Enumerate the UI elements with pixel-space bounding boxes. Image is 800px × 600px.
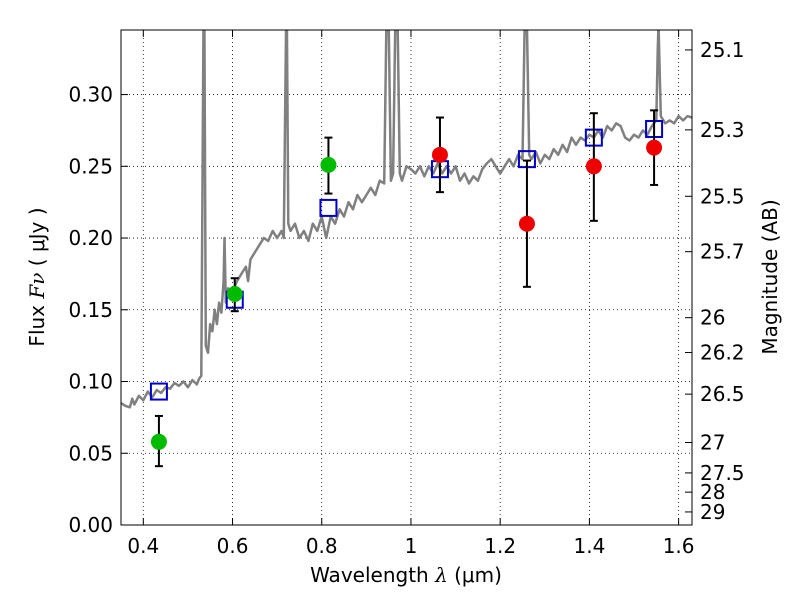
model-square-marker	[149, 382, 168, 401]
y-tick-label: 0.00	[68, 513, 113, 537]
photometry-point	[518, 215, 535, 232]
photometry-point	[150, 433, 167, 450]
photometry-point	[431, 146, 448, 163]
model-square-marker	[319, 198, 338, 217]
x-tick-label: 1	[405, 534, 418, 558]
plot-area	[121, 30, 692, 468]
y-tick-label: 0.10	[68, 370, 113, 394]
right-tick-label: 25.3	[700, 118, 745, 142]
y-tick-label: 0.20	[68, 226, 113, 250]
right-axis-label: Magnitude (AB)	[758, 199, 782, 354]
x-tick-label: 0.8	[306, 534, 338, 558]
x-axis-label: Wavelength λ (μm)	[310, 563, 502, 587]
right-tick-label: 27.5	[700, 461, 745, 485]
photometry-point	[585, 158, 602, 175]
x-tick-label: 1.6	[663, 534, 695, 558]
right-tick-label: 29	[700, 500, 725, 524]
right-tick-label: 26.5	[700, 382, 745, 406]
axis-ticks	[121, 30, 692, 526]
right-tick-label: 28	[700, 480, 725, 504]
photometry-point	[226, 286, 243, 302]
right-tick-label: 25.1	[700, 38, 745, 62]
right-tick-label: 27	[700, 431, 725, 455]
x-tick-label: 0.4	[127, 534, 159, 558]
photometry-point	[646, 139, 663, 156]
y-tick-label: 0.05	[68, 441, 113, 465]
y-tick-label: 0.25	[68, 154, 113, 178]
plot-frame	[120, 29, 693, 526]
x-tick-label: 1.4	[573, 534, 605, 558]
y-tick-label: 0.15	[68, 298, 113, 322]
spectrum-line	[121, 30, 692, 409]
right-tick-label: 25.7	[700, 240, 745, 264]
y-axis-label: Flux Fν ( μJy )	[25, 207, 49, 346]
y-tick-label: 0.30	[68, 83, 113, 107]
right-tick-label: 25.5	[700, 184, 745, 208]
x-tick-label: 1.2	[484, 534, 516, 558]
x-tick-label: 0.6	[217, 534, 249, 558]
right-tick-label: 26	[700, 306, 725, 330]
grid	[121, 30, 692, 526]
right-tick-label: 26.2	[700, 341, 745, 365]
tick-labels: 0.4 0.6 0.8 1 1.2 1.4 1.6 0.00 0.05 0.10 0.15 0.20 0…	[68, 38, 744, 558]
photometry-point	[320, 156, 337, 173]
